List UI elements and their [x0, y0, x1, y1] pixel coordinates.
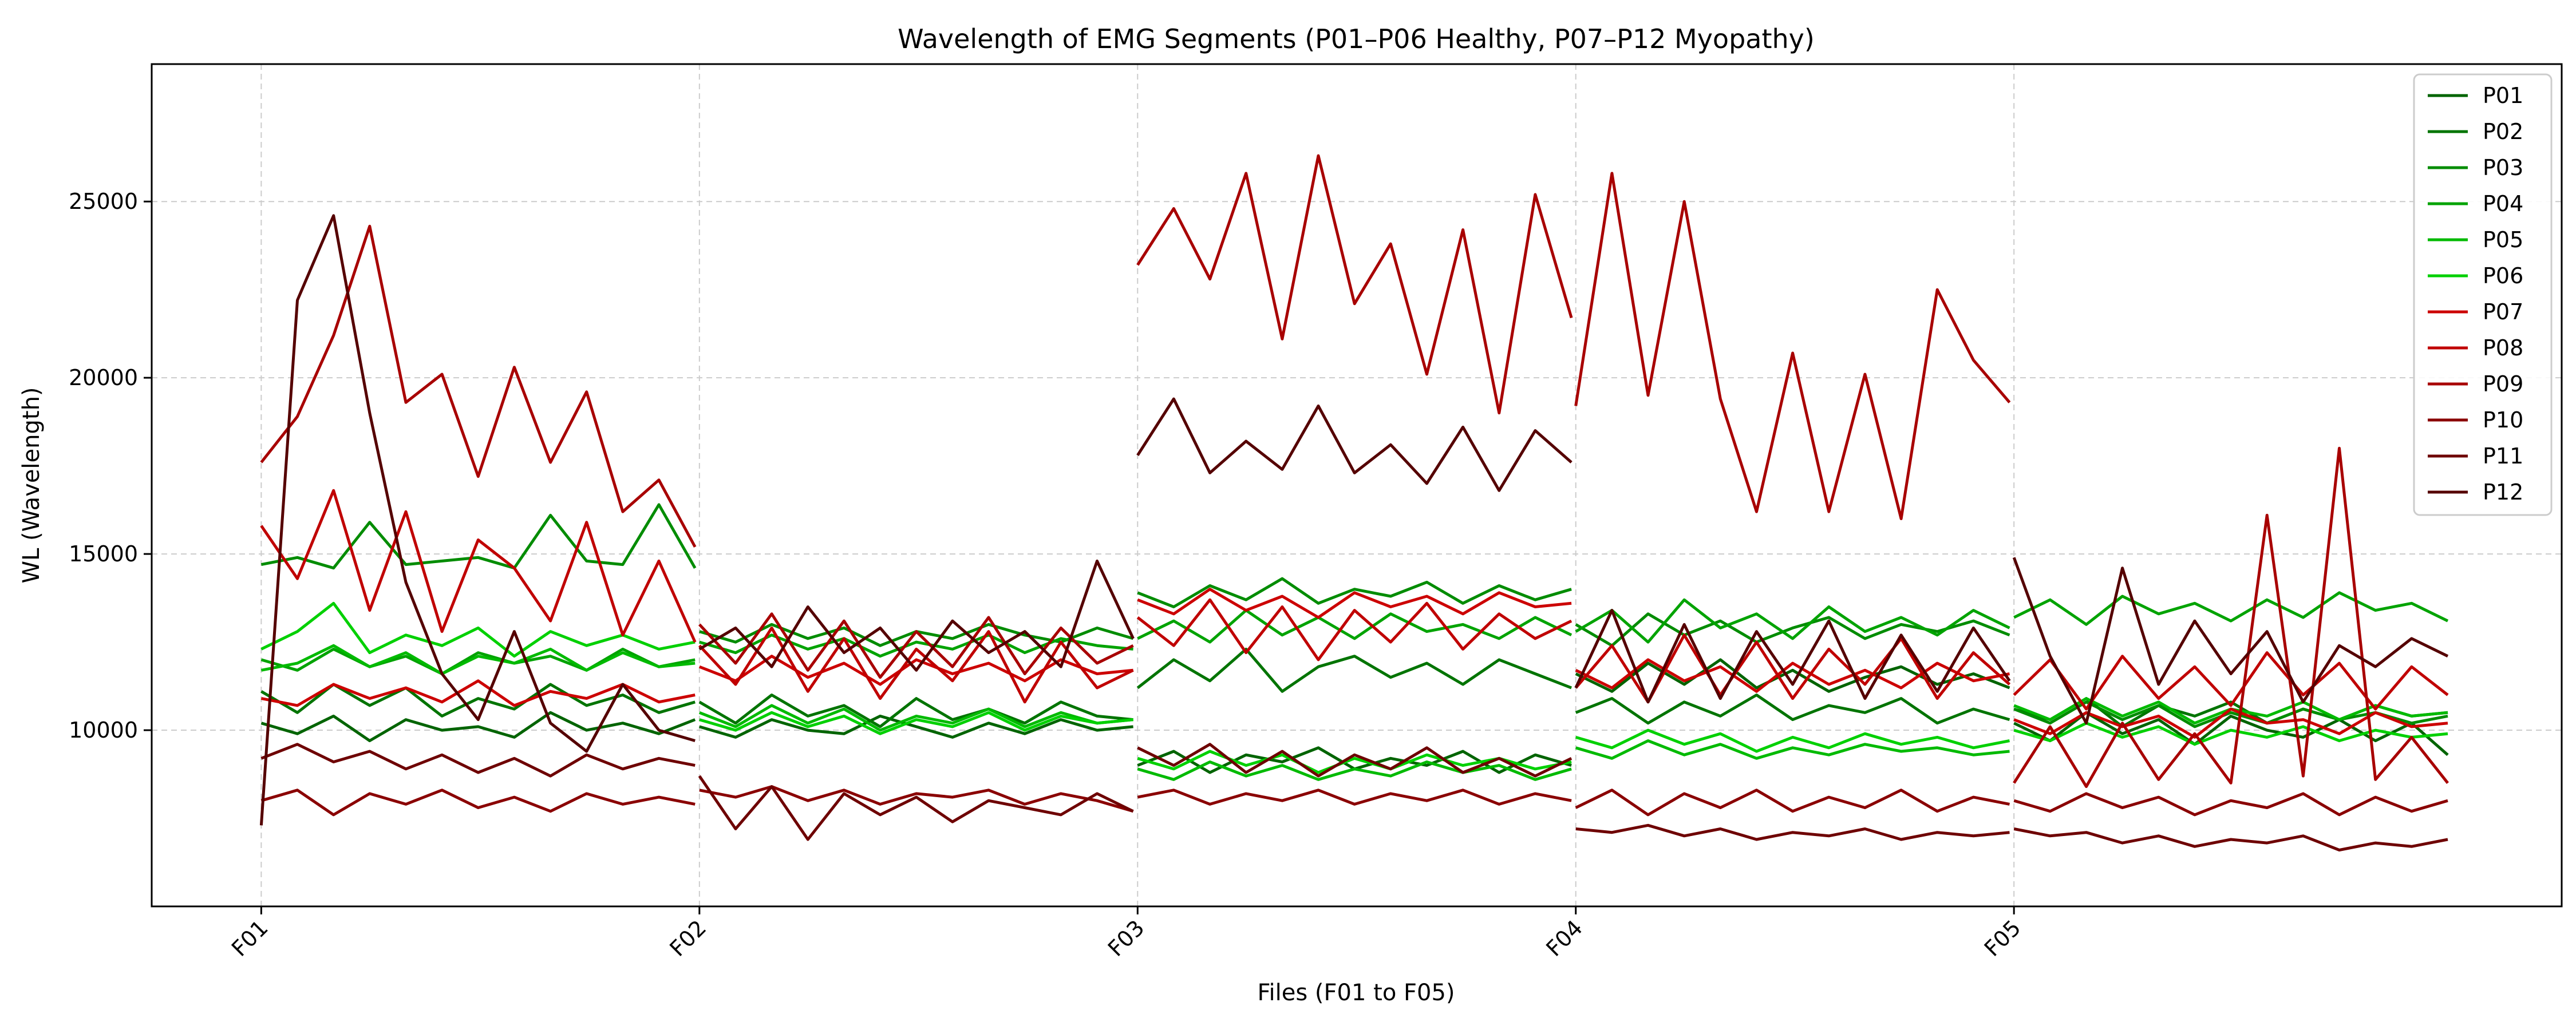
series-line-p06-f04 [1575, 728, 2010, 753]
series-line-p12-f01 [259, 214, 696, 826]
series-line-p08-f01 [260, 489, 697, 643]
series-line-p03-f04 [1575, 612, 2010, 647]
series-line-p09-f02 [698, 612, 1134, 679]
series-line-p11-f02 [698, 775, 1134, 841]
series-line-p05-f03 [1137, 760, 1572, 781]
x-axis-label: Files (F01 to F05) [1257, 980, 1455, 1006]
series-line-p08-f02 [698, 626, 1134, 704]
series-line-p01-f01 [260, 711, 696, 742]
y-tick-label: 20000 [69, 365, 138, 390]
series-line-p08-f05 [2013, 651, 2449, 711]
series-line-p07-f02 [698, 655, 1133, 686]
legend-label: P03 [2483, 155, 2523, 180]
series-line-p02-f04 [1575, 694, 2010, 725]
y-tick-label: 15000 [69, 541, 138, 566]
series-line-p10-f05 [2013, 792, 2448, 817]
chart-title: Wavelength of EMG Segments (P01–P06 Heal… [898, 23, 1815, 54]
series-line-p06-f02 [699, 711, 1133, 735]
series-line-p05-f01 [260, 644, 696, 675]
series-line-p01-f04 [1575, 658, 2010, 693]
legend-label: P12 [2483, 480, 2523, 505]
series-line-p10-f03 [1137, 789, 1572, 806]
series-line-p04-f01 [260, 647, 696, 675]
series-line-p12-f02 [698, 559, 1135, 672]
series-line-p02-f02 [698, 694, 1133, 728]
y-axis-label: WL (Wavelength) [18, 387, 45, 583]
series-line-p09-f04 [1574, 172, 2011, 520]
legend-label: P08 [2483, 335, 2523, 360]
series-line-p08-f03 [1136, 598, 1573, 661]
series-line-p07-f05 [2013, 707, 2448, 739]
series-line-p07-f04 [1575, 658, 2010, 693]
series-line-p09-f01 [260, 224, 697, 548]
legend-label: P09 [2483, 371, 2523, 397]
series-line-p04-f04 [1575, 598, 2010, 644]
legend-label: P02 [2483, 119, 2523, 144]
series-line-p12-f03 [1136, 397, 1573, 492]
legend-label: P04 [2483, 191, 2523, 216]
grid-layer [152, 64, 2562, 906]
series-layer [259, 154, 2449, 851]
series-line-p05-f02 [698, 704, 1133, 732]
legend-label: P05 [2483, 227, 2523, 252]
series-line-p09-f03 [1136, 154, 1573, 415]
series-line-p05-f04 [1575, 739, 2010, 760]
series-line-p03-f03 [1137, 577, 1572, 608]
y-tick-label: 25000 [69, 189, 138, 214]
legend-label: P06 [2483, 263, 2523, 288]
series-line-p04-f05 [2013, 591, 2449, 626]
legend-label: P11 [2483, 443, 2523, 469]
series-line-p04-f03 [1137, 609, 1573, 644]
series-line-p12-f05 [2012, 557, 2449, 725]
series-line-p03-f01 [260, 503, 697, 570]
series-line-p09-f05 [2013, 446, 2449, 789]
series-line-p02-f03 [1136, 647, 1573, 693]
plot-frame [151, 63, 2563, 908]
series-line-p07-f03 [1137, 588, 1572, 619]
series-line-p11-f03 [1137, 743, 1573, 778]
series-line-p10-f01 [260, 789, 696, 817]
series-line-p04-f02 [699, 633, 1133, 658]
legend-box [2413, 73, 2553, 516]
series-line-p11-f04 [1575, 823, 2010, 841]
y-tick-label: 10000 [69, 718, 138, 743]
series-line-p10-f04 [1575, 789, 2010, 817]
legend-label: P01 [2483, 83, 2523, 108]
legend-label: P07 [2483, 299, 2523, 324]
series-line-p01-f02 [699, 714, 1133, 739]
legend-label: P10 [2483, 407, 2523, 433]
series-line-p11-f05 [2013, 827, 2448, 851]
series-line-p11-f01 [260, 743, 696, 778]
series-line-p12-f04 [1574, 609, 2011, 704]
legend: P01 P02 P03 P04 P05 P06 P07 P08 P09 P10 P11 P12 [2413, 73, 2553, 516]
